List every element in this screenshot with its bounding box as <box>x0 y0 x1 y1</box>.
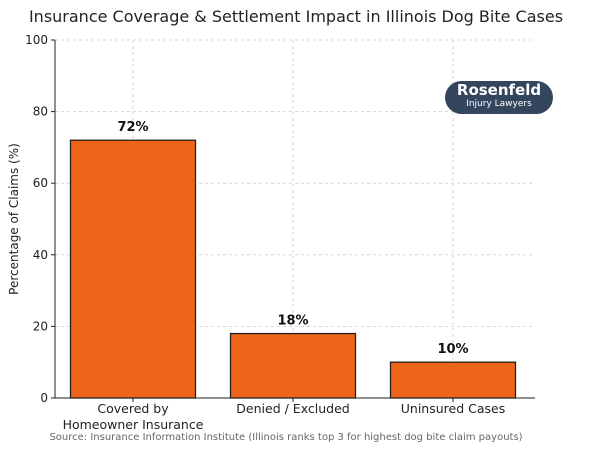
bar <box>229 332 357 399</box>
x-tick-label: Homeowner Insurance <box>63 417 204 432</box>
x-tick-label: Denied / Excluded <box>236 401 349 416</box>
data-label: 72% <box>117 120 148 135</box>
data-label: 18% <box>277 314 308 329</box>
chart-title: Insurance Coverage & Settlement Impact i… <box>29 7 563 26</box>
bar <box>69 139 197 399</box>
source-note: Source: Insurance Information Institute … <box>49 432 522 443</box>
data-label: 10% <box>437 342 468 357</box>
y-tick-label: 40 <box>33 248 48 262</box>
y-tick-label: 100 <box>25 33 48 47</box>
y-tick-label: 0 <box>40 391 48 405</box>
x-tick-label: Uninsured Cases <box>401 401 505 416</box>
rosenfeld-logo: Rosenfeld Injury Lawyers <box>445 81 553 114</box>
y-tick-label: 60 <box>33 176 48 190</box>
y-tick-label: 20 <box>33 319 48 333</box>
y-tick-label: 80 <box>33 105 48 119</box>
logo-name: Rosenfeld <box>456 81 542 99</box>
x-tick-label: Covered by <box>97 401 169 416</box>
y-axis-label: Percentage of Claims (%) <box>7 143 21 295</box>
logo-tagline: Injury Lawyers <box>466 99 532 109</box>
bar <box>389 361 517 399</box>
